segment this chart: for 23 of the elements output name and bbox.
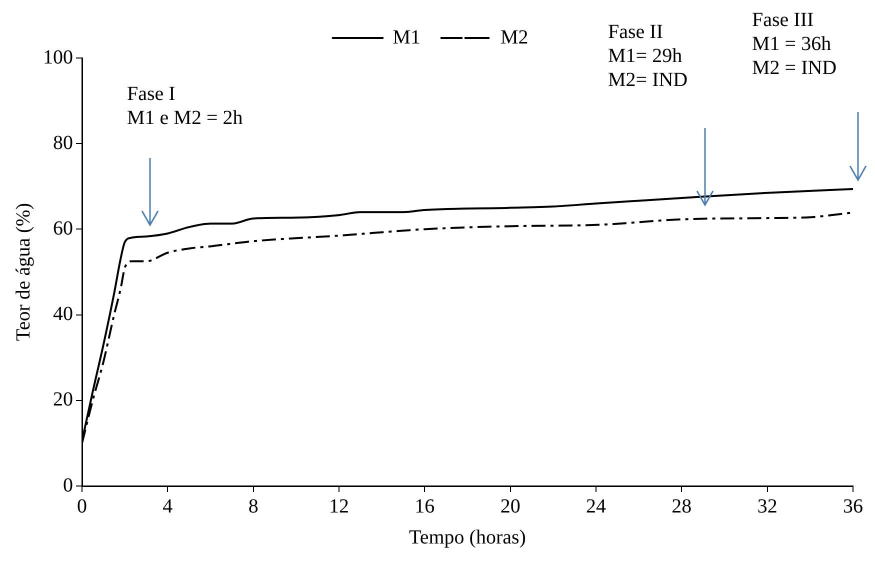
y-axis-title: Teor de água (%) — [12, 203, 34, 341]
legend-label: M1 — [392, 26, 421, 48]
y-tick-label: 60 — [53, 217, 73, 240]
y-tick-label: 20 — [53, 388, 73, 411]
x-tick-label: 4 — [162, 495, 173, 518]
x-tick-label: 0 — [77, 495, 87, 518]
y-tick-label: 0 — [63, 474, 73, 496]
x-tick-label: 16 — [414, 495, 435, 518]
x-tick-label: 8 — [248, 495, 258, 518]
x-tick-label: 12 — [329, 495, 349, 518]
y-tick-label: 40 — [53, 303, 73, 326]
legend-label: M2 — [500, 26, 528, 48]
x-tick-label: 32 — [757, 495, 778, 518]
y-tick-label: 100 — [43, 46, 73, 68]
annotation: Fase II M1= 29h M2= IND — [608, 20, 688, 92]
x-tick-label: 20 — [500, 495, 520, 518]
x-tick-label: 36 — [843, 495, 863, 518]
annotation: Fase I M1 e M2 = 2h — [127, 82, 243, 130]
x-tick-label: 24 — [586, 495, 606, 518]
x-tick-label: 28 — [672, 495, 692, 518]
x-axis-title: Tempo (horas) — [409, 526, 526, 548]
y-tick-label: 80 — [53, 132, 73, 154]
annotation: Fase III M1 = 36h M2 = IND — [752, 8, 837, 80]
